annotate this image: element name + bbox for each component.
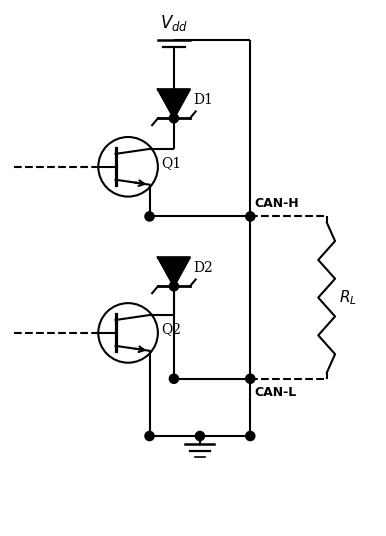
Text: Q1: Q1 (161, 156, 181, 170)
Circle shape (246, 431, 255, 441)
Circle shape (246, 212, 255, 221)
Polygon shape (158, 90, 190, 118)
Text: CAN-H: CAN-H (255, 197, 300, 210)
Circle shape (169, 282, 178, 291)
Text: D1: D1 (194, 93, 213, 107)
Circle shape (145, 431, 154, 441)
Polygon shape (158, 257, 190, 286)
Circle shape (195, 431, 205, 441)
Circle shape (145, 212, 154, 221)
Text: CAN-L: CAN-L (255, 385, 297, 399)
Text: $R_L$: $R_L$ (339, 288, 357, 307)
Circle shape (169, 374, 178, 383)
Text: D2: D2 (194, 261, 213, 275)
Text: $V_{dd}$: $V_{dd}$ (160, 13, 188, 33)
Circle shape (169, 114, 178, 123)
Text: Q2: Q2 (161, 322, 181, 336)
Circle shape (246, 374, 255, 383)
